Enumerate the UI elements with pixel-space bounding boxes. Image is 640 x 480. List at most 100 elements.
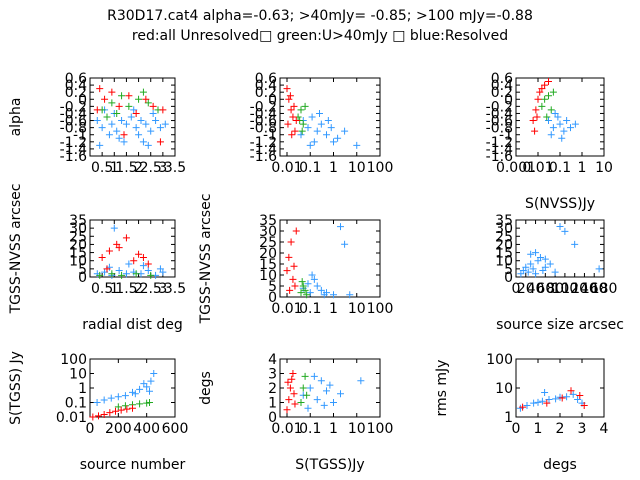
data-point [127, 113, 135, 121]
x-tick-label: 1 [329, 301, 338, 317]
x-tick-label: 100 [552, 281, 579, 297]
data-point [125, 260, 133, 268]
data-point [144, 141, 152, 149]
x-tick-label: 2 [134, 281, 143, 297]
data-point [558, 134, 566, 142]
data-point [320, 291, 328, 299]
data-point [107, 394, 115, 402]
y-tick-label: -0.6 [250, 114, 277, 130]
data-point [287, 238, 295, 246]
data-point [144, 260, 152, 268]
data-point [144, 266, 152, 274]
data-point [308, 113, 316, 121]
y-tick-label: 10 [495, 254, 513, 270]
x-tick-label: 0.01 [522, 160, 553, 176]
data-point [118, 117, 126, 125]
data-point [96, 85, 104, 93]
data-point [286, 92, 294, 100]
data-point [125, 102, 133, 110]
data-point [283, 267, 291, 275]
y-tick-label: 0 [268, 290, 277, 306]
y-tick-label: 1 [504, 410, 513, 426]
data-point [292, 227, 300, 235]
x-tick-label: 0.1 [549, 160, 571, 176]
y-tick-label: 35 [259, 213, 277, 229]
data-point [532, 106, 540, 114]
data-point [563, 393, 571, 401]
data-point [286, 286, 294, 294]
plot-frame [515, 219, 605, 278]
data-point [135, 250, 143, 258]
y-tick-label: -1.4 [486, 142, 513, 158]
data-point [571, 120, 579, 128]
y-axis-label: TGSS-NVSS arcsec [198, 194, 214, 325]
data-point [532, 270, 540, 278]
y-tick-label: 15 [495, 246, 513, 262]
data-point [139, 262, 147, 270]
y-tick-label: -0.6 [486, 114, 513, 130]
x-axis-label: radial dist deg [82, 317, 182, 333]
data-point [147, 271, 155, 279]
data-point [118, 271, 126, 279]
data-point [580, 401, 588, 409]
plot-frame [89, 219, 176, 278]
data-point [567, 387, 575, 395]
data-point [541, 81, 549, 89]
data-point [125, 92, 133, 100]
data-point [524, 268, 532, 276]
data-point [551, 109, 559, 117]
data-point [310, 275, 318, 283]
data-point [313, 282, 321, 290]
data-point [341, 127, 349, 135]
data-point [357, 377, 365, 385]
data-point [534, 398, 542, 406]
data-point [334, 134, 342, 142]
data-point [96, 141, 104, 149]
x-tick-label: 0 [512, 281, 521, 297]
data-point [108, 270, 116, 278]
data-point [541, 95, 549, 103]
y-tick-label: 0.2 [65, 85, 87, 101]
x-tick-label: 180 [591, 281, 618, 297]
data-point [323, 131, 330, 139]
x-tick-label: 2 [556, 421, 565, 437]
data-point [323, 387, 330, 395]
y-tick-label: -1.6 [486, 149, 513, 165]
y-tick-label: -0.4 [60, 106, 87, 122]
y-tick-label: 0.6 [491, 71, 513, 87]
y-tick-label: -1 [73, 128, 87, 144]
data-point [544, 117, 552, 125]
data-point [289, 275, 297, 283]
y-tick-label: 0 [78, 270, 87, 286]
y-tick-label: -1.6 [60, 149, 87, 165]
data-point [283, 85, 291, 93]
x-tick-label: 0.1 [299, 160, 321, 176]
data-point [98, 124, 106, 132]
x-tick-label: 10 [595, 160, 613, 176]
data-point [538, 397, 546, 405]
x-axis-label: source size arcsec [496, 317, 624, 333]
y-tick-label: 20 [495, 237, 513, 253]
subplot-1: 0.511.522.533.5 0.60.40.20-0.2-0.4-0.6-0.… [8, 71, 186, 176]
data-point [556, 120, 564, 128]
x-tick-label: 4 [600, 421, 609, 437]
x-tick-label: 1.5 [115, 160, 137, 176]
y-axis-label: alpha [8, 98, 24, 137]
y-tick-label: -1.4 [60, 142, 87, 158]
x-tick-label: 40 [527, 281, 545, 297]
x-tick-label: 3 [158, 281, 167, 297]
data-point [156, 124, 164, 132]
data-point [291, 400, 299, 408]
x-tick-label: 1 [329, 421, 338, 437]
data-point [298, 127, 306, 135]
data-point [139, 253, 147, 261]
data-point [106, 409, 114, 417]
data-point [139, 138, 147, 146]
data-point [306, 384, 314, 392]
data-point [551, 268, 559, 276]
x-tick-label: 100 [367, 421, 394, 437]
y-tick-label: 10 [69, 367, 87, 383]
data-point [317, 120, 325, 128]
y-tick-label: 0.6 [255, 71, 277, 87]
